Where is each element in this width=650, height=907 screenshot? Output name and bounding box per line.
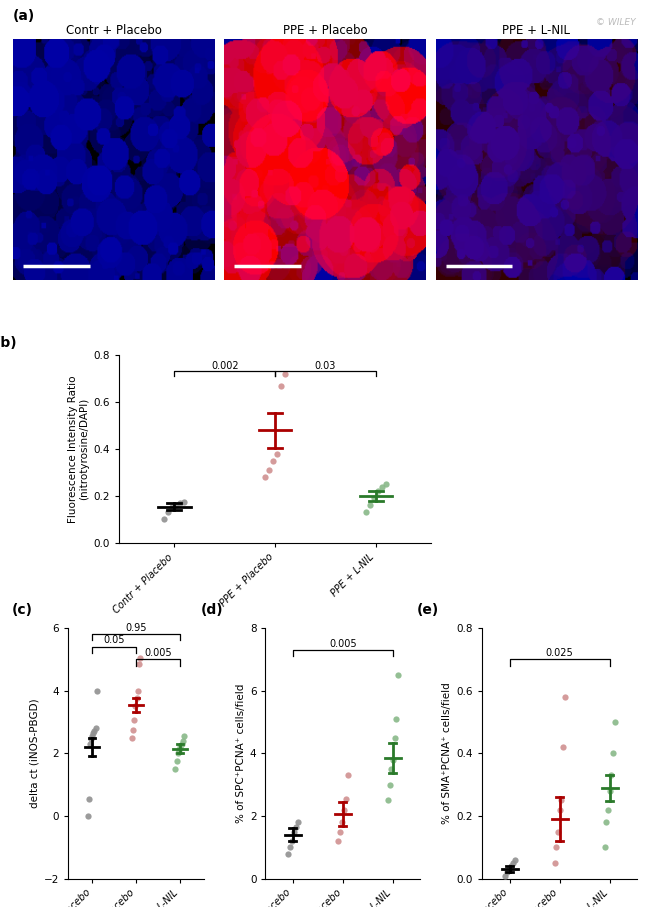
Text: 0.05: 0.05 (103, 636, 125, 646)
Text: (e): (e) (417, 603, 439, 617)
Y-axis label: % of SMA⁺PCNA⁺ cells/field: % of SMA⁺PCNA⁺ cells/field (443, 682, 452, 824)
Y-axis label: delta ct (iNOS-PBGD): delta ct (iNOS-PBGD) (30, 698, 40, 808)
Title: PPE + L-NIL: PPE + L-NIL (502, 24, 570, 36)
Text: 0.005: 0.005 (144, 648, 172, 658)
Title: Contr + Placebo: Contr + Placebo (66, 24, 162, 36)
Y-axis label: % of SPC⁺PCNA⁺ cells/field: % of SPC⁺PCNA⁺ cells/field (235, 684, 246, 823)
Text: (a): (a) (13, 9, 35, 23)
Text: 0.95: 0.95 (125, 623, 147, 633)
Text: 0.005: 0.005 (329, 639, 357, 649)
Text: © WILEY: © WILEY (596, 18, 636, 27)
Text: (d): (d) (200, 603, 223, 617)
Text: (b): (b) (0, 336, 17, 350)
Y-axis label: Fluorescence Intensity Ratio
(nitrotyrosine/DAPI): Fluorescence Intensity Ratio (nitrotyros… (68, 375, 90, 522)
Title: PPE + Placebo: PPE + Placebo (283, 24, 367, 36)
Text: 0.03: 0.03 (315, 361, 336, 371)
Text: 0.002: 0.002 (211, 361, 239, 371)
Text: (c): (c) (11, 603, 32, 617)
Text: 0.025: 0.025 (545, 648, 573, 658)
